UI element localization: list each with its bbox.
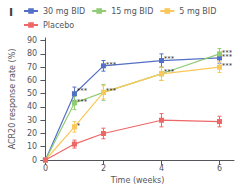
svg-text:30: 30 [27,116,37,125]
svg-text:70: 70 [27,63,37,72]
svg-text:60: 60 [27,76,37,85]
svg-text:***: *** [106,61,117,69]
svg-text:20: 20 [27,129,37,138]
svg-text:10: 10 [27,142,37,151]
svg-text:50: 50 [27,89,37,98]
svg-text:40: 40 [27,102,37,111]
svg-text:ACR20 response rate (%): ACR20 response rate (%) [8,49,17,150]
svg-text:***: *** [106,87,117,95]
svg-text:***: *** [164,55,175,63]
svg-text:4: 4 [159,164,164,173]
svg-text:Time (weeks): Time (weeks) [110,176,165,185]
svg-text:Placebo: Placebo [43,21,74,30]
svg-text:0: 0 [32,156,37,165]
svg-text:***: *** [222,53,233,61]
svg-text:30 mg BID: 30 mg BID [43,7,85,16]
svg-text:15 mg BID: 15 mg BID [111,7,153,16]
svg-text:***: *** [222,62,233,70]
svg-text:80: 80 [27,49,37,58]
svg-text:90: 90 [27,36,37,45]
svg-text:0: 0 [43,164,48,173]
svg-text:***: *** [77,98,88,106]
svg-text:*: * [77,122,81,130]
svg-text:5 mg BID: 5 mg BID [179,7,216,16]
svg-text:***: *** [77,87,88,95]
svg-text:I: I [9,6,13,19]
svg-text:***: *** [164,68,175,76]
svg-text:2: 2 [101,164,106,173]
svg-text:6: 6 [217,164,222,173]
